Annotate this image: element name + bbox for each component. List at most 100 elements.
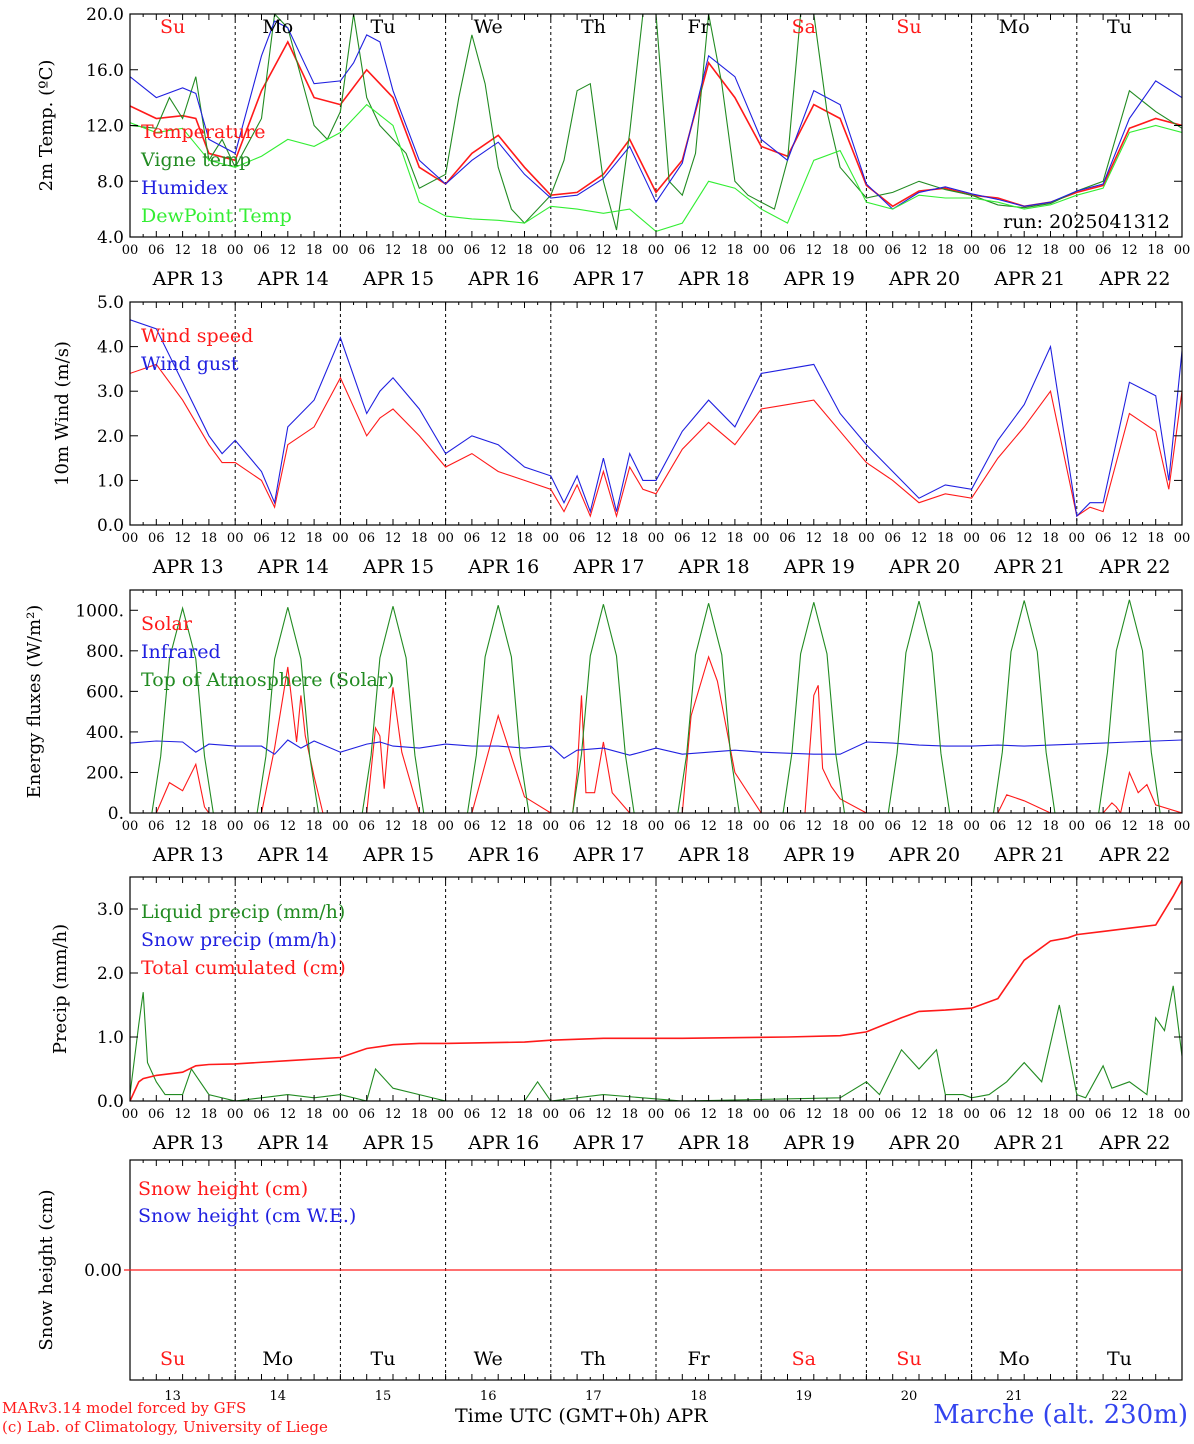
- hour-label: 06: [884, 531, 901, 546]
- hour-label: 06: [1095, 531, 1112, 546]
- y-tick-label: 8.0: [97, 172, 124, 192]
- hour-label: 00: [858, 531, 875, 546]
- date-label: APR 21: [993, 1132, 1065, 1154]
- legend-entry: Wind gust: [141, 353, 239, 375]
- hour-label: 06: [674, 819, 691, 834]
- hour-label: 06: [464, 819, 481, 834]
- weekday-label: Fr: [687, 1348, 710, 1370]
- weekday-label: Su: [896, 16, 921, 38]
- hour-label: 12: [1121, 243, 1138, 258]
- hour-label: 00: [1174, 1107, 1191, 1122]
- hour-label: 00: [858, 243, 875, 258]
- hour-label: 00: [753, 819, 770, 834]
- hour-label: 12: [490, 531, 507, 546]
- hour-label: 12: [806, 1107, 823, 1122]
- hour-label: 06: [464, 243, 481, 258]
- hour-label: 00: [332, 531, 349, 546]
- weekday-label: Mo: [999, 1348, 1030, 1370]
- footer-credits: MARv3.14 model forced by GFS (c) Lab. of…: [2, 1399, 328, 1437]
- hour-label: 06: [464, 1107, 481, 1122]
- date-label: APR 15: [362, 1132, 434, 1154]
- y-tick-label: 600.: [86, 682, 124, 702]
- hour-label: 12: [174, 531, 191, 546]
- y-tick-label: 0.0: [97, 1092, 124, 1112]
- legend-entry: Infrared: [141, 641, 221, 663]
- legend-entry: Total cumulated (cm): [141, 957, 346, 979]
- legend-entry: Vigne temp: [140, 149, 251, 171]
- time-axis-text: Time UTC (GMT+0h): [455, 1405, 661, 1427]
- day-number-label: 14: [270, 1389, 287, 1404]
- hour-label: 06: [779, 531, 796, 546]
- weekday-label: Su: [896, 1348, 921, 1370]
- hour-label: 00: [1174, 531, 1191, 546]
- hour-label: 12: [806, 531, 823, 546]
- hour-label: 18: [832, 819, 849, 834]
- legend-entry: Snow height (cm W.E.): [138, 1205, 356, 1227]
- hour-label: 18: [727, 1107, 744, 1122]
- date-label: APR 22: [1098, 556, 1170, 578]
- hour-label: 12: [806, 819, 823, 834]
- hour-label: 12: [1121, 531, 1138, 546]
- hour-label: 12: [174, 819, 191, 834]
- date-label: APR 19: [783, 844, 855, 866]
- hour-label: 12: [595, 531, 612, 546]
- y-tick-label: 4.0: [97, 338, 124, 358]
- hour-label: 18: [727, 531, 744, 546]
- y-axis-label: Snow height (cm): [36, 1189, 57, 1350]
- hour-label: 00: [648, 243, 665, 258]
- hour-label: 00: [753, 243, 770, 258]
- date-label: APR 17: [572, 268, 644, 290]
- hour-label: 00: [122, 243, 139, 258]
- hour-label: 12: [280, 1107, 297, 1122]
- hour-label: 06: [990, 243, 1007, 258]
- hour-label: 06: [358, 243, 375, 258]
- hour-label: 18: [937, 1107, 954, 1122]
- hour-label: 18: [411, 819, 428, 834]
- hour-label: 18: [306, 819, 323, 834]
- hour-label: 06: [253, 243, 270, 258]
- weekday-label: Fr: [687, 16, 710, 38]
- hour-label: 12: [1121, 819, 1138, 834]
- hour-label: 00: [122, 819, 139, 834]
- y-tick-label: 200.: [86, 763, 124, 783]
- y-tick-label: 5.0: [97, 293, 124, 313]
- hour-label: 06: [674, 531, 691, 546]
- hour-label: 18: [516, 819, 533, 834]
- date-label: APR 15: [362, 844, 434, 866]
- hour-label: 00: [1069, 243, 1086, 258]
- panel-5: 0.00 Snow height (cm) Snow height (cm) Snow…: [36, 1159, 1183, 1404]
- hour-label: 06: [358, 819, 375, 834]
- hour-label: 18: [727, 243, 744, 258]
- hour-label: 00: [122, 1107, 139, 1122]
- hour-label: 18: [621, 1107, 638, 1122]
- hour-label: 00: [963, 819, 980, 834]
- date-label: APR 17: [572, 844, 644, 866]
- hour-label: 12: [595, 1107, 612, 1122]
- date-label: APR 14: [257, 1132, 329, 1154]
- day-number-label: 15: [375, 1389, 392, 1404]
- legend-entry: Solar: [141, 613, 193, 635]
- hour-label: 00: [543, 819, 560, 834]
- weekday-label: Sa: [792, 16, 816, 38]
- date-label: APR 20: [888, 1132, 960, 1154]
- hour-label: 06: [884, 1107, 901, 1122]
- hour-label: 06: [779, 243, 796, 258]
- hour-label: 06: [148, 243, 165, 258]
- hour-label: 00: [543, 1107, 560, 1122]
- hour-label: 00: [1069, 531, 1086, 546]
- y-axis-label: Energy fluxes (W/m²): [24, 605, 45, 799]
- hour-label: 06: [358, 1107, 375, 1122]
- hour-label: 00: [543, 531, 560, 546]
- panel-4: 0.0 1.0 2.0 3.0 Precip (mm/h) Liquid precip (…: [50, 876, 1191, 1154]
- hour-label: 06: [779, 819, 796, 834]
- hour-label: 00: [332, 1107, 349, 1122]
- panel-3: 0. 200. 400. 600. 800. 1000. Energy fluxes (W/…: [24, 589, 1190, 866]
- hour-label: 12: [1016, 819, 1033, 834]
- hour-label: 06: [884, 819, 901, 834]
- y-tick-label: 12.0: [86, 117, 124, 137]
- station-name: Marche (alt. 230m): [933, 1400, 1188, 1430]
- date-label: APR 16: [467, 556, 539, 578]
- series-line-infrared: [130, 739, 1182, 759]
- footer-model-line: MARv3.14 model forced by GFS: [2, 1399, 247, 1417]
- hour-label: 06: [1095, 819, 1112, 834]
